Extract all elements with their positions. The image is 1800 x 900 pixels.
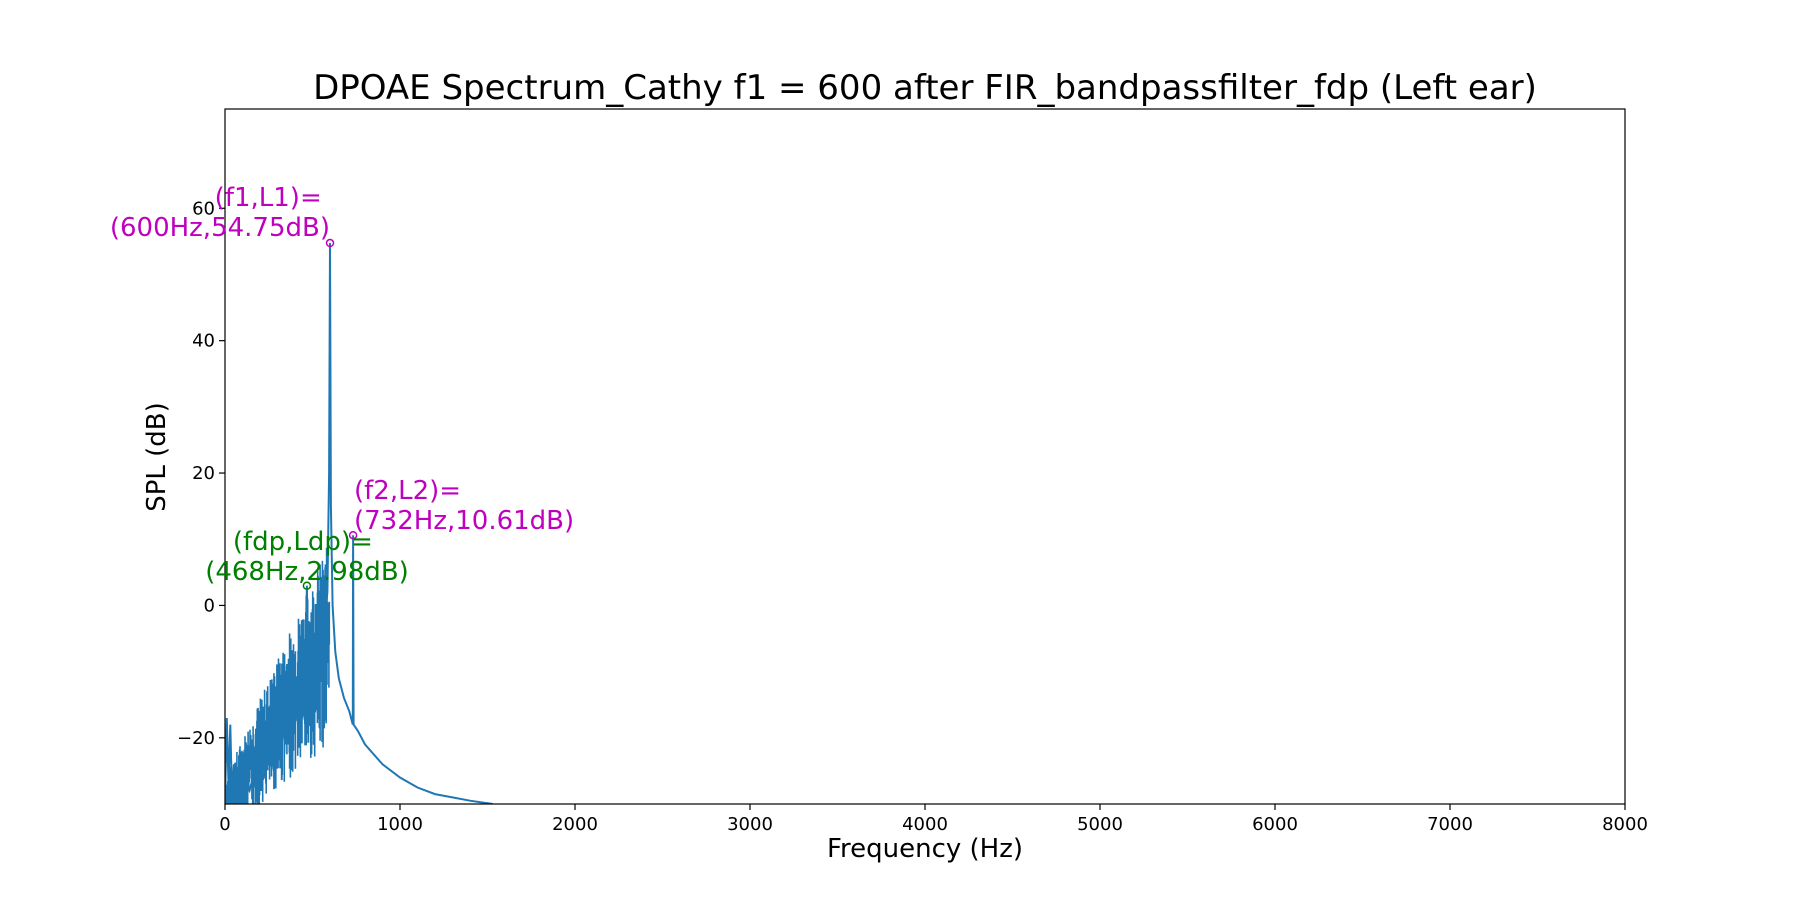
noise-band xyxy=(225,547,331,804)
x-tick-label: 3000 xyxy=(727,814,773,835)
y-tick-label: −20 xyxy=(177,728,215,749)
x-tick-label: 0 xyxy=(219,814,230,835)
y-tick-label: 60 xyxy=(192,198,215,219)
chart-title: DPOAE Spectrum_Cathy f1 = 600 after FIR_… xyxy=(313,68,1537,108)
annotation-f1-line2: (600Hz,54.75dB) xyxy=(110,213,330,243)
annotation-fdp-line2: (468Hz,2.98dB) xyxy=(205,557,409,587)
noise-band-path xyxy=(225,547,331,804)
x-tick-label: 5000 xyxy=(1077,814,1123,835)
annotation-f1-line1: (f1,L1)= xyxy=(215,183,322,213)
x-axis-label: Frequency (Hz) xyxy=(827,834,1023,864)
peak-marker-2 xyxy=(348,530,358,540)
x-axis: 0 1000 2000 3000 4000 5000 6000 7000 8000 xyxy=(219,804,1648,835)
x-tick-label: 1000 xyxy=(377,814,423,835)
x-tick-label: 6000 xyxy=(1252,814,1298,835)
y-axis-label: SPL (dB) xyxy=(142,402,172,512)
x-tick-label: 4000 xyxy=(902,814,948,835)
x-tick-label: 2000 xyxy=(552,814,598,835)
x-tick-label: 7000 xyxy=(1427,814,1473,835)
annotation-f2-line2: (732Hz,10.61dB) xyxy=(354,506,574,536)
annotation-f2-line1: (f2,L2)= xyxy=(354,476,461,506)
annotation-fdp-line1: (fdp,Ldp)= xyxy=(233,527,373,557)
y-tick-label: 0 xyxy=(204,595,215,616)
y-axis: −20 0 20 40 60 xyxy=(177,198,225,749)
y-tick-label: 20 xyxy=(192,463,215,484)
x-tick-label: 8000 xyxy=(1602,814,1648,835)
annotation-f2: (f2,L2)= (732Hz,10.61dB) xyxy=(354,476,574,536)
annotation-fdp: (fdp,Ldp)= (468Hz,2.98dB) xyxy=(205,527,409,587)
peak-marker-1 xyxy=(302,581,312,590)
peak-marker-0 xyxy=(325,238,335,248)
annotation-f1: (f1,L1)= (600Hz,54.75dB) xyxy=(110,183,330,243)
y-tick-label: 40 xyxy=(192,331,215,352)
peak-markers xyxy=(302,238,358,590)
